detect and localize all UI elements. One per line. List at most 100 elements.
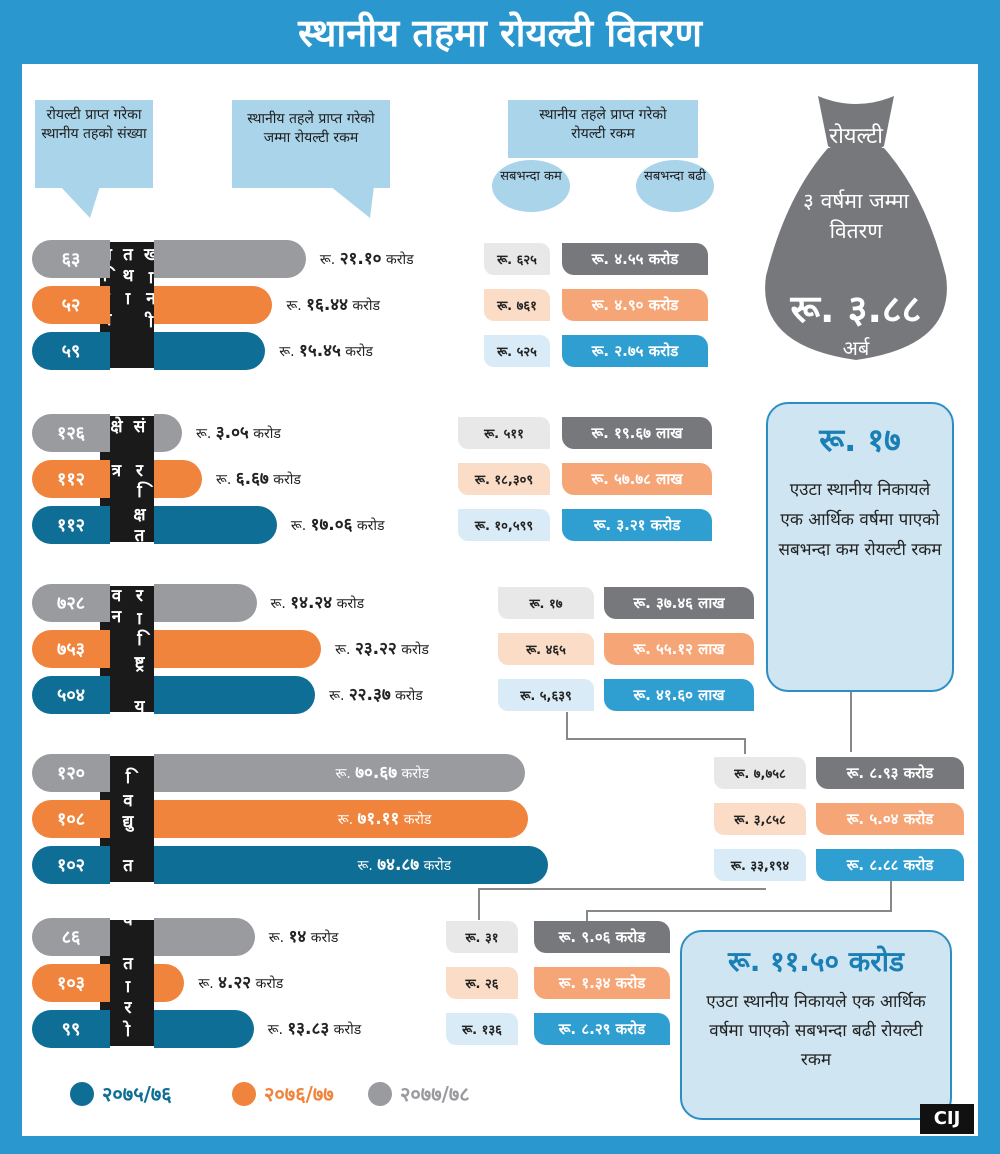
max-amount-box: रू. ४.९० करोड [562,289,708,321]
min-amount-box: रू. ३,८५८ [714,803,806,835]
legend-label: २०७७/७८ [400,1082,470,1106]
bar-mark [154,918,255,956]
min-info-amount: रू. १७ [819,421,901,459]
connector-line [744,738,746,754]
max-amount-box: रू. ८.९३ करोड [816,757,964,789]
connector-line [566,712,568,740]
max-amount-box: रू. ४१.६० लाख [604,679,754,711]
bar-value-label: रू. १४ करोड [268,927,339,947]
min-header-text: सबभन्दा कम [500,169,562,184]
bar-value-label: रू. ४.२२ करोड [198,973,284,993]
min-amount-box: रू. ५११ [458,417,550,449]
bag-line1: रोयल्टी [829,124,883,149]
count-pill: १२० [32,754,110,792]
count-pill: १०८ [32,800,110,838]
bar-value-label: रू. ७१.११ करोड [337,809,432,829]
bar-value-label: रू. २२.३७ करोड [329,685,423,705]
total-header-tail [330,186,374,218]
min-amount-box: रू. ५२५ [484,335,550,367]
bar-value-label: रू. २३.२२ करोड [335,639,429,659]
bar-value-label: रू. १७.०६ करोड [290,515,385,535]
count-header-text: रोयल्टी प्राप्त गरेका स्थानीय तहको संख्य… [41,107,147,142]
bar-mark [154,754,526,792]
bar-mark [154,1010,254,1048]
money-bag-icon [765,96,947,360]
legend-dot [368,1081,392,1106]
max-amount-box: रू. ४.५५ करोड [562,243,708,275]
bar-mark [154,332,266,370]
min-amount-box: रू. ३१ [446,921,518,953]
min-amount-box: रू. १०,५९९ [458,509,550,541]
bag-amount: रू. ३.८८ [790,287,922,331]
max-amount-box: रू. १.३४ करोड [534,967,670,999]
max-amount-box: रू. ३.२१ करोड [562,509,712,541]
count-pill: ५९ [32,332,110,370]
max-amount-box: रू. ८.२९ करोड [534,1013,670,1045]
connector-line [850,692,852,752]
count-pill: ७२८ [32,584,110,622]
min-amount-box: रू. ५,६३९ [498,679,594,711]
bag-line2: ३ वर्षमा जम्मा वितरण [803,189,909,243]
min-info-box: रू. १७ एउटा स्थानीय निकायले एक आर्थिक वर… [766,402,954,692]
max-info-text: एउटा स्थानीय निकायले एक आर्थिक वर्षमा पा… [706,992,926,1070]
max-amount-box: रू. २.७५ करोड [562,335,708,367]
bar-mark [154,506,277,544]
min-amount-box: रू. ७,७५८ [714,757,806,789]
connector-line [478,888,480,920]
max-amount-box: रू. १९.६७ लाख [562,417,712,449]
bar-value-label: रू. १६.४४ करोड [286,295,381,315]
max-amount-box: रू. ९.०६ करोड [534,921,670,953]
bar-value-label: रू. १५.४५ करोड [279,341,373,361]
min-amount-box: रू. ६२५ [484,243,550,275]
count-pill: १२६ [32,414,110,452]
bar-value-label: रू. २१.१० करोड [319,249,414,269]
max-info-amount: रू. ११.५० करोड [728,945,904,978]
range-header-text: स्थानीय तहले प्राप्त गरेको रोयल्टी रकम [539,107,667,142]
count-pill: ९९ [32,1010,110,1048]
max-amount-box: रू. ५.०४ करोड [816,803,964,835]
bar-mark [154,630,322,668]
page-title: स्थानीय तहमा रोयल्टी वितरण [298,11,702,55]
min-amount-box: रू. १७ [498,587,594,619]
count-pill: ५२ [32,286,110,324]
total-header: स्थानीय तहले प्राप्त गरेको जम्मा रोयल्टी… [232,100,390,188]
bar-value-label: रू. ७४.८७ करोड [357,855,452,875]
count-header-tail [60,186,100,218]
connector-line [890,880,892,912]
max-header-text: सबभन्दा बढी [644,169,706,184]
legend-item: २०७६/७७ [232,1080,334,1107]
legend-label: २०७६/७७ [264,1082,334,1106]
max-amount-box: रू. ५७.७८ लाख [562,463,712,495]
legend-item: २०७५/७६ [70,1080,172,1107]
connector-line [586,910,892,912]
min-amount-box: रू. ३३,१९४ [714,849,806,881]
bar-mark [154,240,306,278]
count-pill: १०३ [32,964,110,1002]
bar-mark [154,846,548,884]
max-header: सबभन्दा बढी [636,160,714,212]
count-header: रोयल्टी प्राप्त गरेका स्थानीय तहको संख्य… [35,100,153,188]
connector-line [478,888,766,890]
bag-unit: अर्ब [842,336,870,360]
max-amount-box: रू. ५५.१२ लाख [604,633,754,665]
count-pill: ५०४ [32,676,110,714]
bar-mark [154,286,273,324]
min-header: सबभन्दा कम [492,160,570,212]
bar-mark [154,584,257,622]
total-header-text: स्थानीय तहले प्राप्त गरेको जम्मा रोयल्टी… [247,111,375,146]
bar-value-label: रू. ७०.६७ करोड [335,763,430,783]
max-amount-box: रू. ३७.४६ लाख [604,587,754,619]
max-info-box: रू. ११.५० करोड एउटा स्थानीय निकायले एक आ… [680,930,952,1120]
bar-value-label: रू. ३.०५ करोड [196,423,281,443]
count-pill: ७५३ [32,630,110,668]
bar-value-label: रू. १३.८३ करोड [267,1019,362,1039]
legend-item: २०७७/७८ [368,1080,470,1107]
min-amount-box: रू. ७६१ [484,289,550,321]
bar-value-label: रू. १४.२४ करोड [270,593,365,613]
min-amount-box: रू. १८,३०९ [458,463,550,495]
count-pill: १०२ [32,846,110,884]
bar-value-label: रू. ६.६७ करोड [216,469,301,489]
bar-mark [154,460,203,498]
count-pill: ११२ [32,506,110,544]
max-amount-box: रू. ८.८८ करोड [816,849,964,881]
